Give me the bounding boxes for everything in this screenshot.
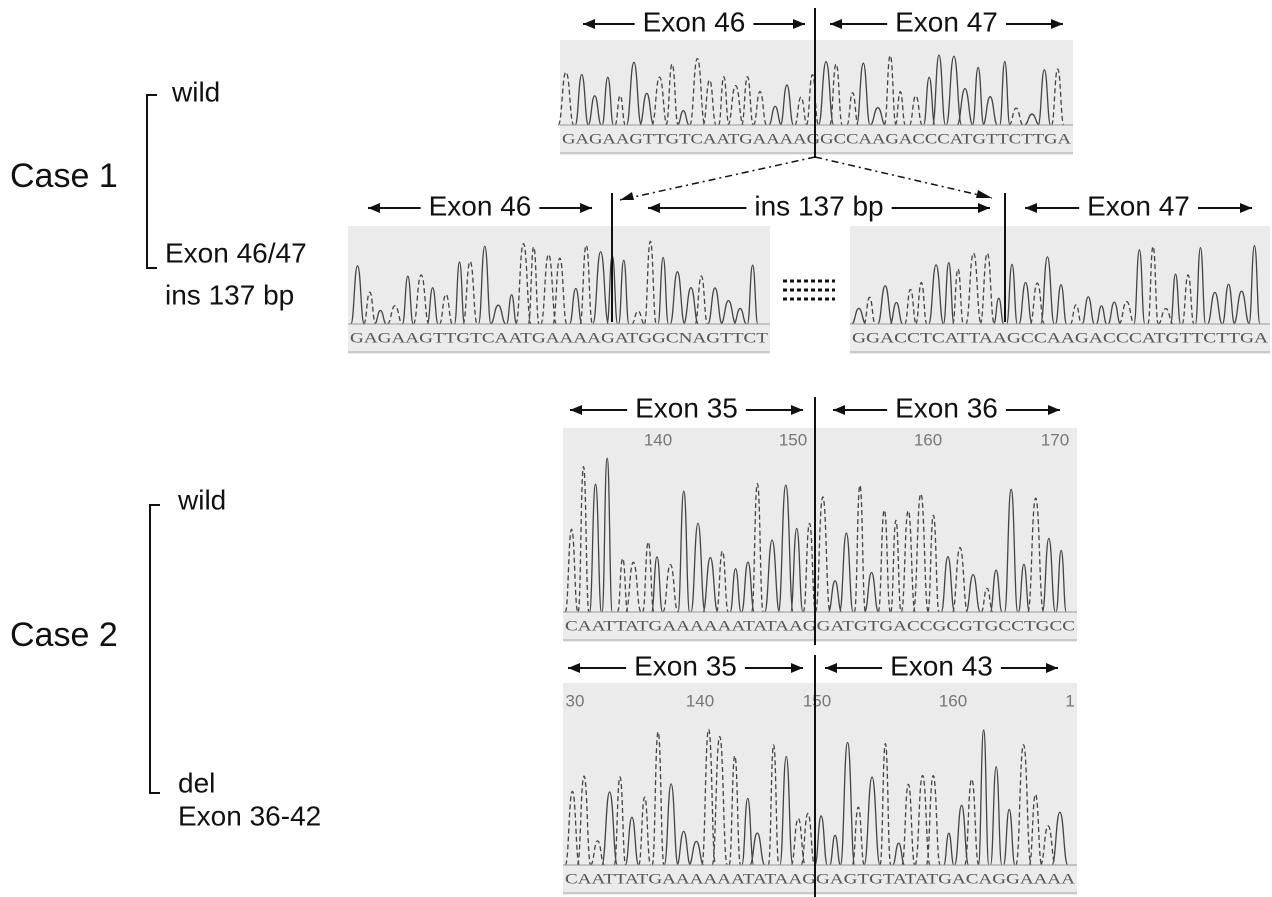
- row-label: del: [178, 767, 215, 798]
- arrow-head: [1046, 663, 1058, 673]
- position: 140: [644, 430, 672, 449]
- arrow-head: [583, 19, 595, 29]
- position: 150: [779, 430, 807, 449]
- arrow-head: [833, 405, 845, 415]
- position: 160: [914, 430, 942, 449]
- arrow-head: [1048, 405, 1060, 415]
- position: 160: [939, 691, 967, 710]
- arrow-head: [1051, 19, 1063, 29]
- arrow-head: [570, 405, 582, 415]
- exon-header: Exon 47: [895, 6, 998, 37]
- figure: Case 1 wild Exon 46/47 ins 137 bp Case 2 wild…: [0, 0, 1272, 897]
- position: 150: [803, 691, 831, 710]
- brackets: [147, 95, 160, 793]
- arrow-head: [620, 192, 634, 200]
- case-label: Case 1: [10, 157, 118, 195]
- sequence: CAATTATGAAAAAATATAAGGATGTGACCGCGTGCCTGCC: [565, 618, 1075, 634]
- exon-header: Exon 46: [429, 190, 532, 221]
- exon-header: ins 137 bp: [754, 190, 883, 221]
- arrow-head: [978, 203, 990, 213]
- arrow-head: [1240, 203, 1252, 213]
- exon-header: Exon 35: [635, 392, 738, 423]
- exon-header: Exon 36: [895, 392, 998, 423]
- row-label: Exon 46/47: [165, 237, 307, 268]
- arrow-head: [368, 203, 380, 213]
- position: 140: [686, 691, 714, 710]
- arrow-head: [568, 663, 580, 673]
- exon-header: Exon 35: [634, 650, 737, 681]
- case-label: Case 2: [10, 616, 118, 654]
- exon-header: Exon 47: [1087, 190, 1190, 221]
- row-label: Exon 36-42: [178, 800, 321, 831]
- row-label: wild: [171, 76, 220, 107]
- sequence: GGACCTCATTAAGCCAAGACCCATGTTCTTGA: [852, 330, 1268, 346]
- arrow-head: [648, 203, 660, 213]
- arrow-head: [976, 190, 992, 198]
- gap-dots: [783, 281, 835, 299]
- row-label: ins 137 bp: [165, 279, 294, 310]
- arrow-head: [830, 19, 842, 29]
- arrow-head: [580, 203, 592, 213]
- arrow-head: [825, 663, 837, 673]
- arrow-head: [791, 663, 803, 673]
- position: 1: [1065, 691, 1074, 710]
- sequence: GAGAAGTTGTCAATGAAAAGATGGCNAGTTCT: [350, 330, 768, 346]
- sequence: GAGAAGTTGTCAATGAAAAGGCCAAGACCCATGTTCTTGA: [562, 131, 1071, 147]
- exon-header: Exon 43: [890, 650, 993, 681]
- arrow-head: [793, 19, 805, 29]
- sequence: CAATTATGAAAAAATATAAGGAGTGTATATGACAGGAAAA: [565, 871, 1075, 887]
- row-label: wild: [177, 484, 226, 515]
- position: 30: [566, 691, 585, 710]
- position: 170: [1041, 430, 1069, 449]
- arrow-head: [791, 405, 803, 415]
- exon-header: Exon 46: [643, 6, 746, 37]
- arrow-head: [1025, 203, 1037, 213]
